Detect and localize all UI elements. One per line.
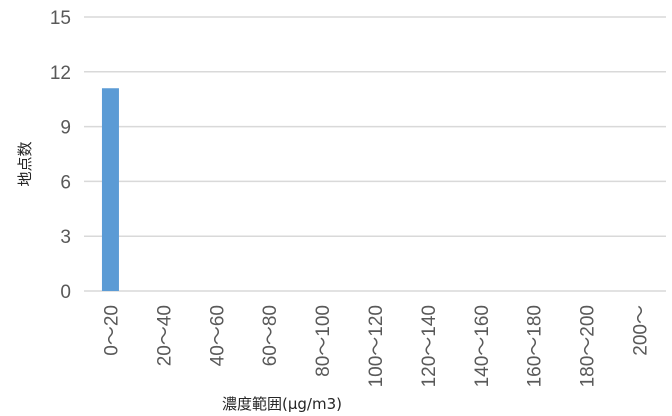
x-tick-label: 180～200 [578, 305, 599, 387]
x-tick-label: 100～120 [366, 305, 387, 387]
y-tick-label: 15 [50, 8, 71, 29]
x-tick-label: 120～140 [419, 305, 440, 387]
x-tick-label: 200～ [631, 305, 652, 356]
y-tick-labels: 0 3 6 9 12 15 [50, 8, 71, 303]
x-tick-label: 60～80 [260, 305, 281, 366]
y-tick-label: 0 [60, 282, 71, 303]
x-tick-label: 160～180 [525, 305, 546, 387]
bars [101, 88, 119, 292]
y-tick-label: 9 [60, 118, 71, 139]
bar [101, 88, 119, 292]
y-tick-label: 3 [60, 227, 71, 248]
x-tick-labels: 0～20 20～40 40～60 60～80 80～100 100～120 120～140 1… [101, 305, 651, 387]
y-axis-title: 地点数 [16, 141, 34, 186]
x-axis-title: 濃度範囲(μg/m3) [222, 395, 342, 413]
x-tick-label: 20～40 [154, 305, 175, 366]
x-tick-label: 0～20 [101, 305, 122, 356]
y-tick-label: 6 [60, 172, 71, 193]
y-tick-label: 12 [50, 63, 71, 84]
x-tick-label: 80～100 [313, 305, 334, 377]
x-tick-label: 40～60 [207, 305, 228, 366]
x-tick-label: 140～160 [472, 305, 493, 387]
gridlines [84, 16, 666, 292]
